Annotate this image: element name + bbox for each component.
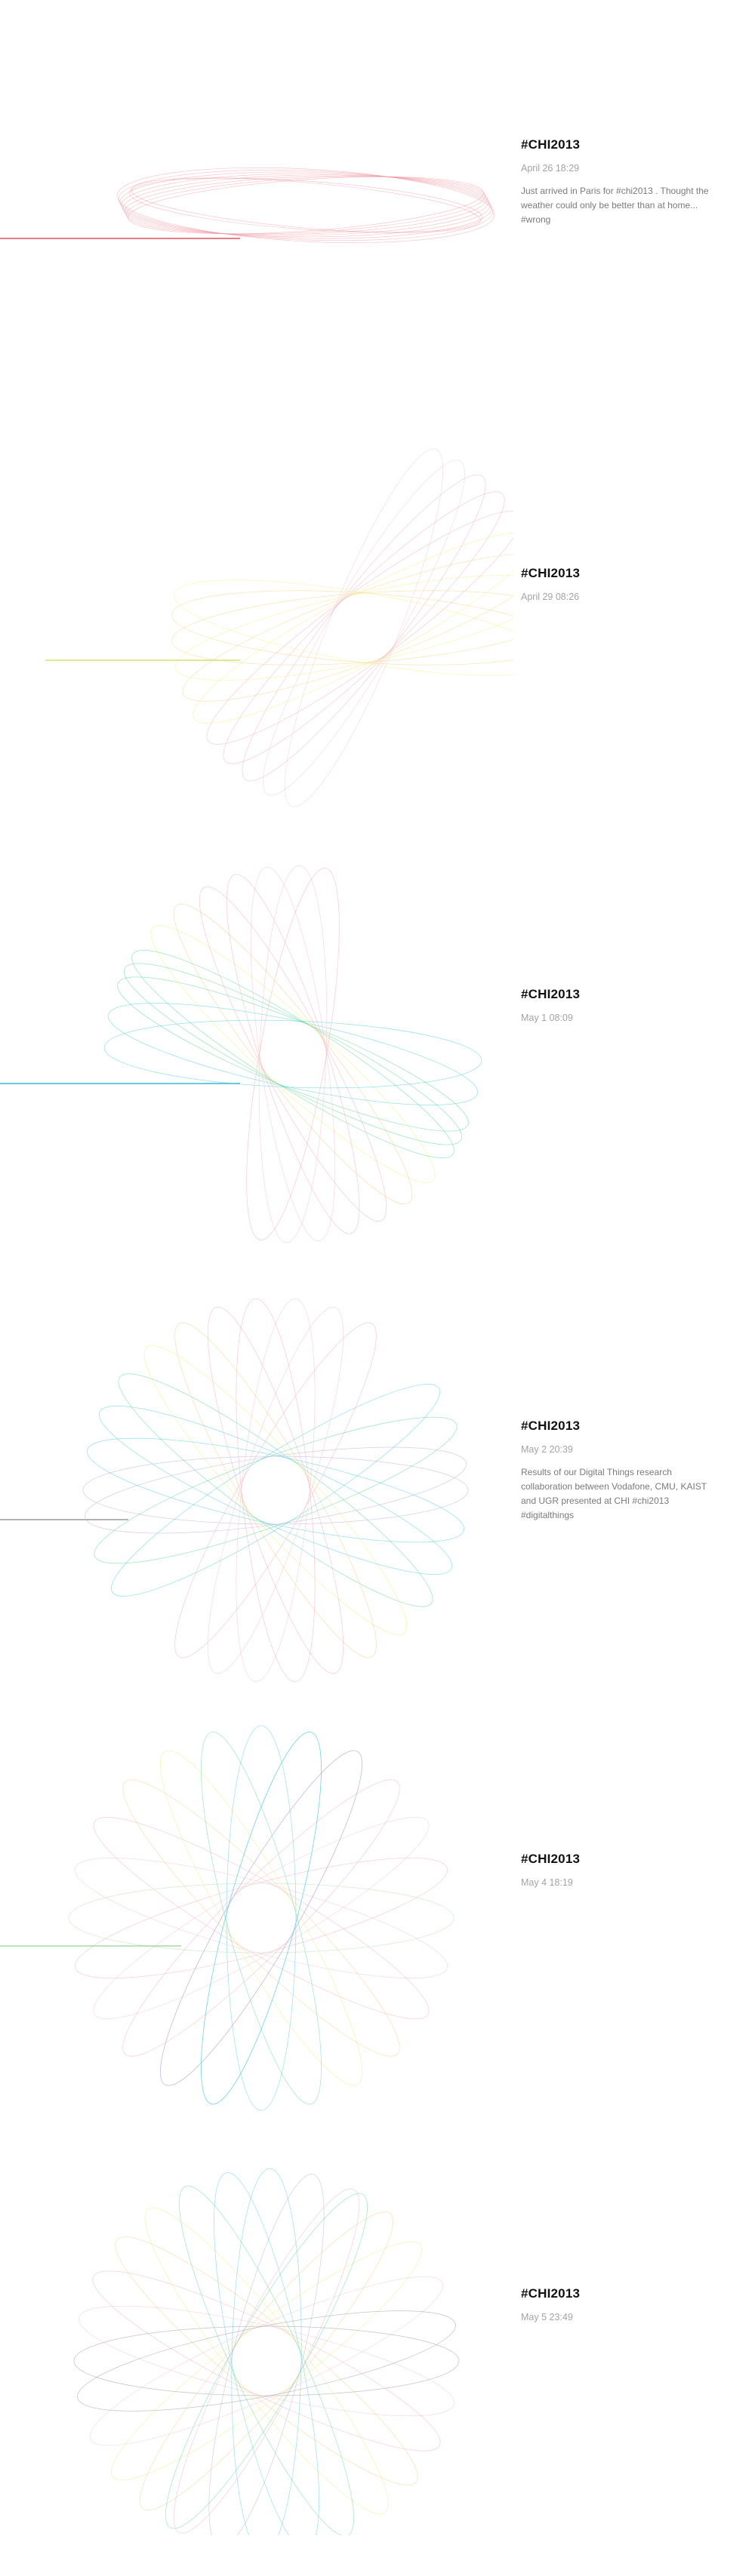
- tweet-entry: #CHI2013 April 29 08:26: [0, 423, 755, 845]
- spiro-rings: [103, 865, 482, 1243]
- tweet-info: #CHI2013 May 4 18:19: [521, 1852, 732, 1898]
- center-hole: [238, 1895, 285, 1941]
- tweet-date: May 5 23:49: [521, 2312, 573, 2322]
- spiro-rings: [68, 1725, 455, 2111]
- tweet-date: April 26 18:29: [521, 163, 580, 174]
- center-hole: [334, 602, 394, 653]
- tweet-entry: #CHI2013 April 26 18:29 Just arrived in …: [0, 0, 755, 423]
- spirograph-visualization: [0, 2113, 513, 2535]
- tweet-info: #CHI2013 April 26 18:29 Just arrived in …: [521, 137, 732, 227]
- spirograph-visualization: [0, 845, 513, 1268]
- hashtag-label[interactable]: #CHI2013: [521, 1852, 581, 1866]
- hashtag-label[interactable]: #CHI2013: [521, 566, 581, 580]
- tweet-info: #CHI2013 May 1 08:09: [521, 987, 732, 1034]
- tweet-info: #CHI2013 May 5 23:49: [521, 2286, 732, 2333]
- tweet-date: May 4 18:19: [521, 1877, 573, 1888]
- center-hole: [268, 1029, 318, 1079]
- tweet-entry: #CHI2013 May 4 18:19: [0, 1690, 755, 2113]
- center-hole: [251, 1466, 300, 1514]
- spiro-rings: [82, 1298, 469, 1683]
- spirograph-visualization: [0, 423, 513, 845]
- spirograph-visualization: [0, 0, 513, 423]
- tweet-date: May 1 08:09: [521, 1013, 573, 1023]
- spiro-rings: [73, 2168, 460, 2535]
- hashtag-label[interactable]: #CHI2013: [521, 1419, 581, 1433]
- hashtag-label[interactable]: #CHI2013: [521, 987, 581, 1001]
- center-hole: [243, 2338, 290, 2384]
- tweet-info: #CHI2013 April 29 08:26: [521, 566, 732, 613]
- hashtag-label[interactable]: #CHI2013: [521, 2286, 581, 2301]
- tweet-entry: #CHI2013 May 1 08:09: [0, 845, 755, 1268]
- tweet-text: Results of our Digital Things research c…: [521, 1467, 707, 1520]
- tweet-text: Just arrived in Paris for #chi2013 . Tho…: [521, 186, 709, 225]
- spirograph-visualization: [0, 1268, 513, 1690]
- spiro-rings: [171, 448, 513, 807]
- tweet-info: #CHI2013 May 2 20:39 Results of our Digi…: [521, 1419, 732, 1523]
- tweet-entry: #CHI2013 May 2 20:39 Results of our Digi…: [0, 1268, 755, 1690]
- tweet-entry: #CHI2013 May 5 23:49: [0, 2113, 755, 2535]
- spiro-rings: [117, 168, 495, 243]
- spirograph-visualization: [0, 1690, 513, 2113]
- tweet-date: April 29 08:26: [521, 592, 580, 602]
- hashtag-label[interactable]: #CHI2013: [521, 137, 581, 152]
- tweet-date: May 2 20:39: [521, 1444, 573, 1455]
